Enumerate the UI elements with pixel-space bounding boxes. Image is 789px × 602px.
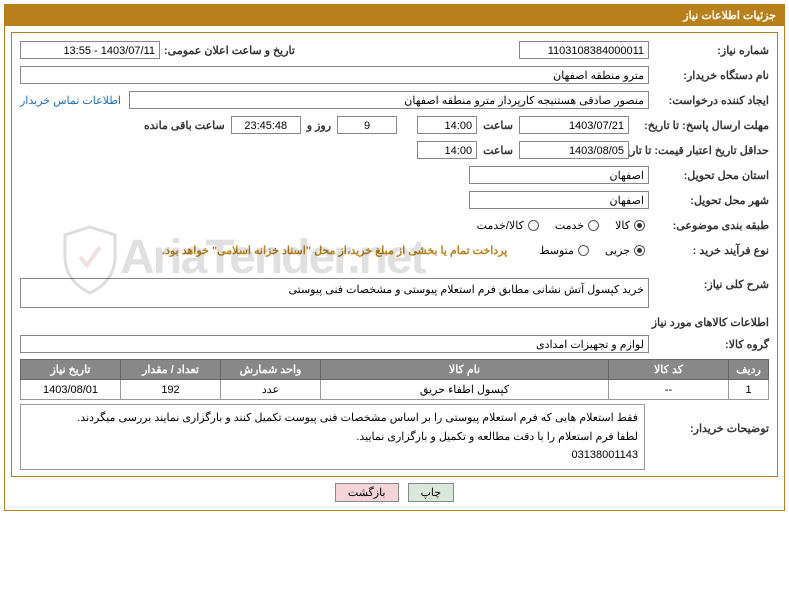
field-deliv-city: اصفهان <box>469 191 649 209</box>
field-goods-group: لوازم و تجهیزات امدادی <box>20 335 649 353</box>
field-price-valid-time: 14:00 <box>417 141 477 159</box>
radio-label-service: خدمت <box>555 219 584 232</box>
label-announce-dt: تاریخ و ساعت اعلان عمومی: <box>160 44 295 57</box>
label-resp-deadline: مهلت ارسال پاسخ: تا تاریخ: <box>629 119 769 132</box>
panel-title: جزئیات اطلاعات نیاز <box>5 5 784 26</box>
label-proc-type: نوع فرآیند خرید : <box>649 244 769 257</box>
table-row: 1--کپسول اطفاء حریقعدد1921403/08/01 <box>21 380 769 400</box>
field-deliv-prov: اصفهان <box>469 166 649 184</box>
radio-partial[interactable] <box>634 245 645 256</box>
radio-label-both: کالا/خدمت <box>477 219 524 232</box>
field-buyer-notes: فقط استعلام هایی که فرم استعلام پیوستی ر… <box>20 404 645 470</box>
label-deliv-city: شهر محل تحویل: <box>649 194 769 207</box>
link-buyer-contact[interactable]: اطلاعات تماس خریدار <box>20 94 121 107</box>
field-price-valid-date: 1403/08/05 <box>519 141 629 159</box>
form-box: شماره نیاز: 1103108384000011 تاریخ و ساع… <box>11 32 778 477</box>
field-days-left: 9 <box>337 116 397 134</box>
field-resp-time: 14:00 <box>417 116 477 134</box>
label-requester: ایجاد کننده درخواست: <box>649 94 769 107</box>
label-goods-group: گروه کالا: <box>649 338 769 351</box>
table-cell: 192 <box>121 380 221 400</box>
table-header: کد کالا <box>609 360 729 380</box>
radio-label-goods: کالا <box>615 219 630 232</box>
table-cell: عدد <box>221 380 321 400</box>
radio-label-medium: متوسط <box>539 244 574 257</box>
table-cell: -- <box>609 380 729 400</box>
label-hour-2: ساعت <box>477 144 519 157</box>
label-need-no: شماره نیاز: <box>649 44 769 57</box>
label-need-summary: شرح کلی نیاز: <box>649 278 769 291</box>
main-panel: جزئیات اطلاعات نیاز شماره نیاز: 11031083… <box>4 4 785 511</box>
proc-note: پرداخت تمام یا بخشی از مبلغ خرید،از محل … <box>162 244 507 257</box>
field-requester: منصور صادقی هستنیجه کارپرداز مترو منطقه … <box>129 91 649 109</box>
field-buyer-org: مترو منطقه اصفهان <box>20 66 649 84</box>
radio-label-partial: جزیی <box>605 244 630 257</box>
radio-goods[interactable] <box>634 220 645 231</box>
table-header: ردیف <box>729 360 769 380</box>
table-header: واحد شمارش <box>221 360 321 380</box>
label-buyer-org: نام دستگاه خریدار: <box>649 69 769 82</box>
field-resp-date: 1403/07/21 <box>519 116 629 134</box>
print-button[interactable]: چاپ <box>408 483 455 502</box>
label-deliv-prov: استان محل تحویل: <box>649 169 769 182</box>
field-need-no: 1103108384000011 <box>519 41 649 59</box>
field-announce-dt: 1403/07/11 - 13:55 <box>20 41 160 59</box>
label-subject-cls: طبقه بندی موضوعی: <box>649 219 769 232</box>
section-goods-info: اطلاعات کالاهای مورد نیاز <box>20 316 769 329</box>
table-header: تعداد / مقدار <box>121 360 221 380</box>
table-cell: 1 <box>729 380 769 400</box>
back-button[interactable]: بازگشت <box>335 483 399 502</box>
label-remain: ساعت باقی مانده <box>140 119 231 132</box>
label-buyer-notes: توضیحات خریدار: <box>649 404 769 435</box>
table-header: تاریخ نیاز <box>21 360 121 380</box>
label-price-valid: حداقل تاریخ اعتبار قیمت: تا تاریخ: <box>629 144 769 157</box>
radio-both[interactable] <box>528 220 539 231</box>
field-need-summary: خرید کپسول آتش نشانی مطابق فرم استعلام پ… <box>20 278 649 308</box>
goods-table: ردیفکد کالانام کالاواحد شمارشتعداد / مقد… <box>20 359 769 400</box>
label-days-and: روز و <box>301 119 337 132</box>
table-cell: 1403/08/01 <box>21 380 121 400</box>
label-hour-1: ساعت <box>477 119 519 132</box>
radio-medium[interactable] <box>578 245 589 256</box>
table-cell: کپسول اطفاء حریق <box>321 380 609 400</box>
radio-service[interactable] <box>588 220 599 231</box>
table-header: نام کالا <box>321 360 609 380</box>
field-countdown: 23:45:48 <box>231 116 301 134</box>
